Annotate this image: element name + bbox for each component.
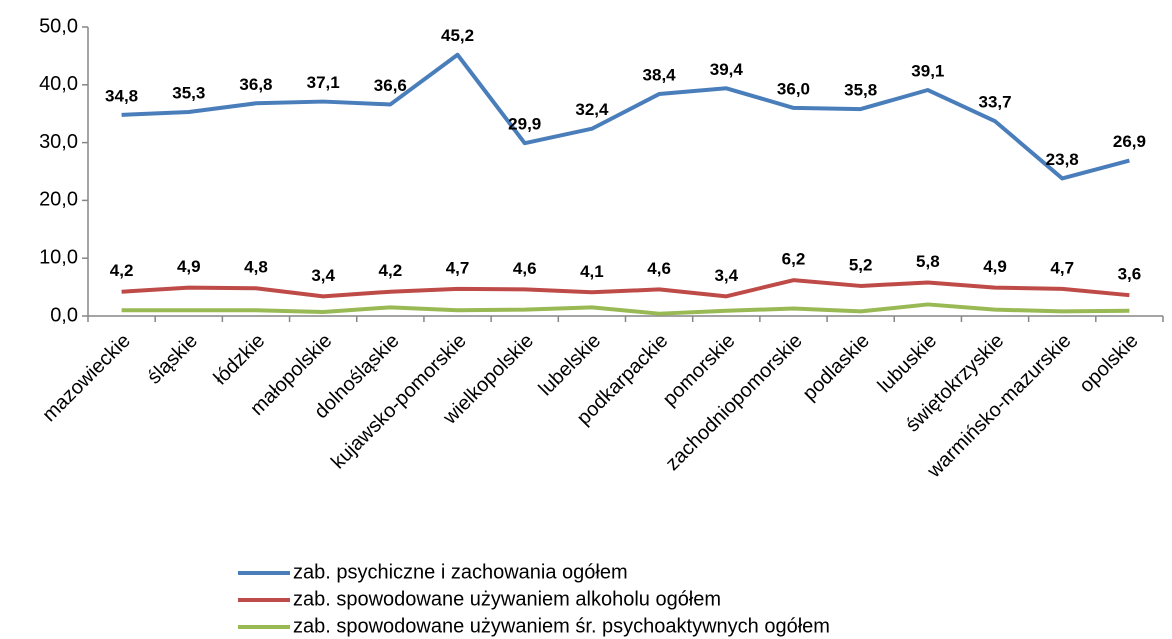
- y-tick-label: 20,0: [39, 189, 78, 211]
- data-label: 6,2: [782, 250, 806, 269]
- data-label: 4,9: [983, 257, 1007, 276]
- data-label: 4,1: [580, 262, 604, 281]
- data-label: 33,7: [978, 93, 1011, 112]
- series-line: [121, 52, 1130, 181]
- y-tick-label: 30,0: [39, 131, 78, 153]
- x-tick-label: lubelskie: [535, 330, 606, 401]
- data-label: 26,9: [1113, 132, 1146, 151]
- data-label: 5,2: [849, 255, 873, 274]
- y-tick-label: 0,0: [50, 304, 78, 326]
- data-label: 4,2: [379, 261, 403, 280]
- data-label: 39,1: [911, 61, 944, 80]
- x-tick-label: mazowieckie: [38, 330, 135, 427]
- legend-label: zab. psychiczne i zachowania ogółem: [293, 561, 628, 583]
- x-tick-label: łódzkie: [210, 330, 270, 390]
- data-label: 35,8: [844, 81, 877, 100]
- data-label: 35,3: [172, 83, 205, 102]
- data-label: 29,9: [508, 115, 541, 134]
- x-tick-label: opolskie: [1075, 330, 1142, 397]
- data-label: 23,8: [1046, 150, 1079, 169]
- data-label: 4,9: [177, 257, 201, 276]
- data-label: 39,4: [710, 60, 744, 79]
- data-label: 32,4: [575, 100, 609, 119]
- data-label: 4,7: [446, 258, 470, 277]
- data-label: 3,4: [714, 266, 738, 285]
- x-tick-label: lubuskie: [874, 330, 941, 397]
- x-tick-label: zachodniopomorskie: [661, 330, 806, 475]
- legend-label: zab. spowodowane używaniem alkoholu ogół…: [293, 588, 721, 610]
- data-label: 36,0: [777, 79, 810, 98]
- data-label: 38,4: [643, 66, 677, 85]
- y-tick-label: 40,0: [39, 73, 78, 95]
- legend-label: zab. spowodowane używaniem śr. psychoakt…: [293, 615, 830, 637]
- series-line: [121, 278, 1130, 299]
- y-tick-label: 50,0: [39, 15, 78, 37]
- data-label: 36,8: [239, 75, 272, 94]
- data-label: 3,4: [311, 266, 335, 285]
- data-label: 36,6: [374, 76, 407, 95]
- data-label: 45,2: [441, 26, 474, 45]
- x-tick-label: śląskie: [143, 330, 202, 389]
- data-label: 37,1: [307, 73, 340, 92]
- data-label: 5,8: [916, 252, 940, 271]
- series-line: [121, 302, 1130, 316]
- y-tick-label: 10,0: [39, 246, 78, 268]
- data-label: 4,6: [513, 259, 537, 278]
- data-label: 4,7: [1050, 258, 1074, 277]
- x-tick-label: podlaskie: [799, 330, 874, 405]
- data-label: 3,6: [1118, 265, 1142, 284]
- data-label: 34,8: [105, 86, 138, 105]
- data-label: 4,8: [244, 258, 268, 277]
- data-label: 4,2: [110, 261, 134, 280]
- data-label: 4,6: [647, 259, 671, 278]
